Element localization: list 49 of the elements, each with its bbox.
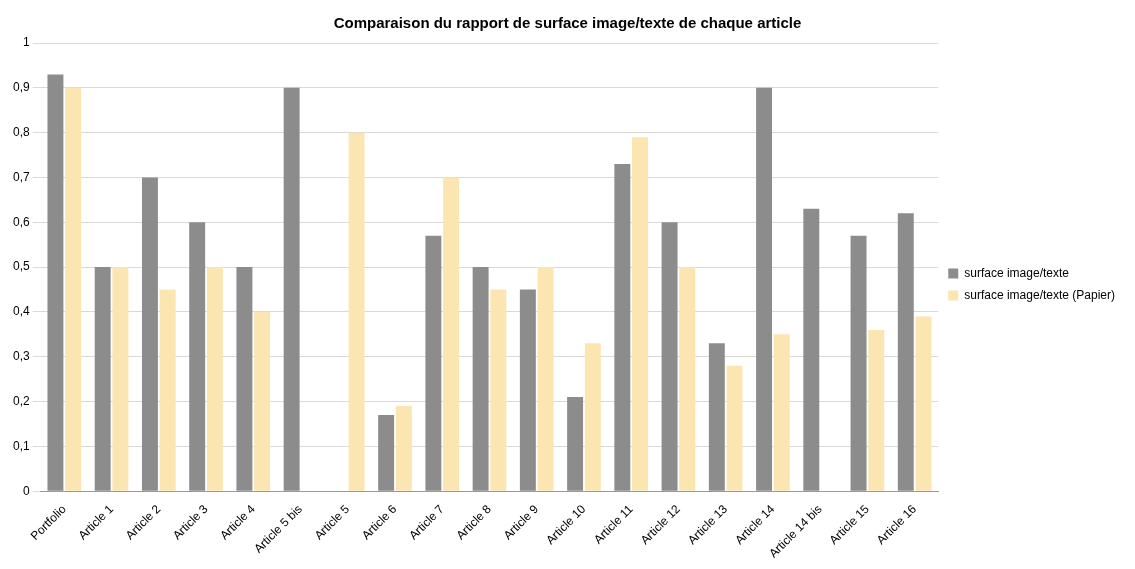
bar xyxy=(897,213,914,491)
y-tick-label: 0,5 xyxy=(12,259,30,274)
bar xyxy=(632,137,649,491)
bar xyxy=(915,316,932,491)
bar xyxy=(206,267,223,491)
y-tick-label: 0,2 xyxy=(12,393,30,408)
y-tick-label: 0,7 xyxy=(12,169,30,184)
y-tick-label: 0,1 xyxy=(12,438,30,453)
bar xyxy=(679,267,696,491)
bar xyxy=(756,87,773,491)
legend-label: surface image/texte (Papier) xyxy=(964,287,1115,302)
bar xyxy=(661,222,678,491)
bar xyxy=(868,329,885,491)
bar xyxy=(112,267,129,491)
bar xyxy=(236,267,253,491)
bar xyxy=(519,289,536,491)
bar xyxy=(490,289,507,491)
bar xyxy=(159,289,176,491)
bar xyxy=(537,267,554,491)
bar xyxy=(773,334,790,491)
bar xyxy=(47,74,64,491)
legend-label: surface image/texte xyxy=(964,265,1070,280)
bar xyxy=(283,87,300,491)
bar xyxy=(614,164,631,491)
bar xyxy=(472,267,489,491)
bar xyxy=(189,222,206,491)
bar xyxy=(425,235,442,491)
bar xyxy=(141,177,158,491)
bar xyxy=(443,177,460,491)
y-tick-label: 0,3 xyxy=(12,349,30,364)
y-tick-label: 0,8 xyxy=(12,124,30,139)
bar xyxy=(567,397,584,491)
bar xyxy=(584,343,601,491)
bar xyxy=(395,406,412,491)
y-tick-label: 0 xyxy=(22,483,30,498)
bar xyxy=(803,208,820,491)
bar xyxy=(378,415,395,491)
bar xyxy=(65,87,82,491)
bar xyxy=(726,365,743,491)
bar xyxy=(850,235,867,491)
y-tick-label: 1 xyxy=(22,35,30,50)
chart-title: Comparaison du rapport de surface image/texte de chaque article xyxy=(333,14,802,32)
y-tick-label: 0,4 xyxy=(12,304,30,319)
bar xyxy=(94,267,111,491)
y-tick-label: 0,6 xyxy=(12,214,30,229)
bar xyxy=(254,311,271,491)
bar xyxy=(708,343,725,491)
bar xyxy=(348,132,365,491)
y-tick-label: 0,9 xyxy=(12,80,30,95)
